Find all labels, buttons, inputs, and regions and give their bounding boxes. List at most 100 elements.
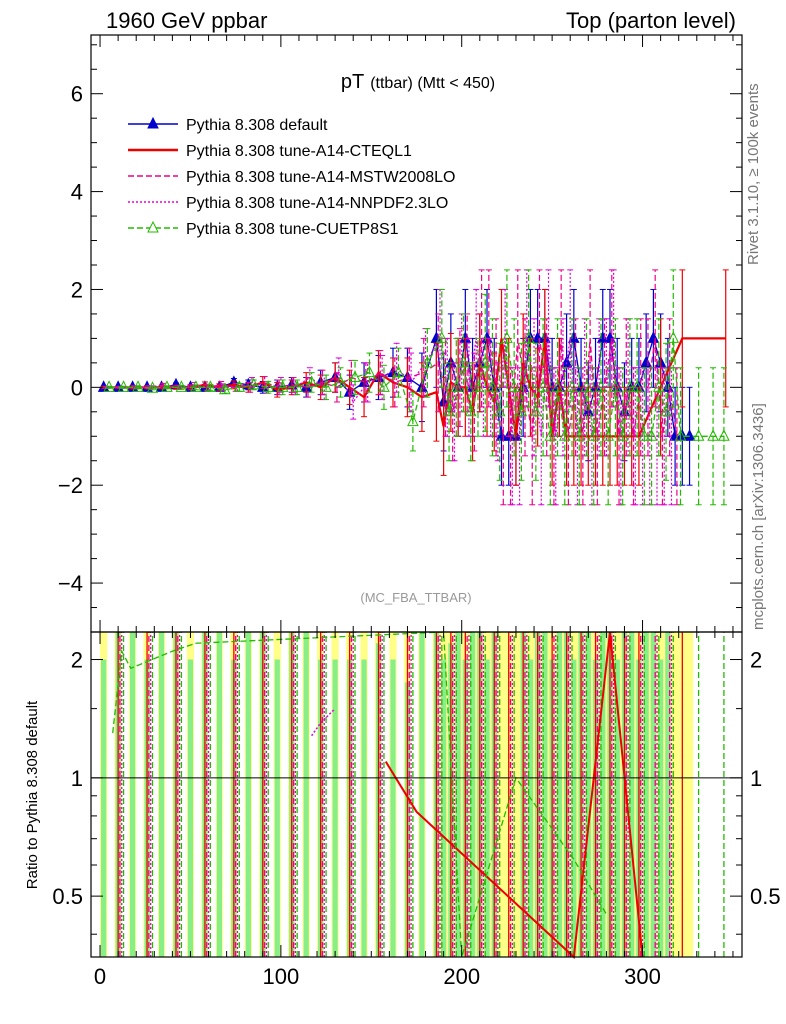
ratio-y-tick-label-right: 2 <box>750 648 762 673</box>
ratio-green-band <box>455 632 461 957</box>
y-tick-label: −2 <box>58 473 83 498</box>
data-point <box>421 355 434 368</box>
ratio-green-band <box>658 659 664 957</box>
data-point <box>146 381 159 393</box>
data-point <box>616 429 629 441</box>
ratio-y-tick-label: 0.5 <box>52 884 83 909</box>
ratio-green-band <box>527 659 534 957</box>
data-point <box>647 331 660 343</box>
ratio-green-band <box>187 659 194 957</box>
data-point <box>631 380 643 392</box>
data-point <box>595 380 607 392</box>
ratio-magenta-line <box>311 708 336 737</box>
data-point <box>530 404 542 417</box>
axes: −4 −2 0 2 4 6 0 100 200 300 0.5 0.5 1 1 2 2 <box>52 34 781 989</box>
data-point <box>436 331 448 343</box>
data-point <box>493 404 506 417</box>
ratio-frame <box>90 631 743 958</box>
data-point <box>247 377 260 390</box>
data-point <box>692 429 705 441</box>
data-point <box>568 331 580 343</box>
ratio-green-band <box>303 632 309 957</box>
data-point <box>609 380 622 392</box>
data-point <box>219 382 231 395</box>
ratio-green-band <box>484 659 490 957</box>
data-point <box>558 429 571 441</box>
ratio-yellow-band <box>685 632 694 957</box>
data-point <box>515 404 528 417</box>
data-point <box>580 380 593 392</box>
series-1 <box>100 269 729 486</box>
ratio-green-band <box>469 632 476 957</box>
data-point <box>262 380 275 392</box>
data-point <box>508 380 520 392</box>
ratio-green-band <box>665 632 671 957</box>
data-point <box>674 429 687 441</box>
header-right: Top (parton level) <box>566 8 736 33</box>
ratio-green-band <box>585 632 591 957</box>
series-line <box>109 336 724 437</box>
data-point <box>334 375 347 387</box>
y-tick-label: 6 <box>71 82 83 107</box>
legend-label: Pythia 8.308 tune-CUETP8S1 <box>186 221 399 238</box>
data-point <box>653 380 665 392</box>
data-point <box>276 380 289 392</box>
data-point <box>443 404 455 417</box>
ratio-green-band <box>419 632 425 957</box>
series-line <box>107 336 672 437</box>
data-point <box>573 429 586 441</box>
ratio-green-band <box>101 659 107 957</box>
ratio-green-band <box>556 632 562 957</box>
chart-title-sub: (ttbar) (Mtt < 450) <box>370 75 495 92</box>
data-point <box>587 429 600 441</box>
data-point <box>486 380 499 392</box>
data-point <box>544 429 557 441</box>
legend-marker <box>147 220 159 233</box>
ratio-green-band <box>600 632 606 957</box>
ratio-y-tick-label: 2 <box>71 648 83 673</box>
legend-label: Pythia 8.308 tune-A14-CTEQL1 <box>186 143 412 160</box>
ratio-green-line <box>112 631 607 958</box>
data-point <box>638 429 651 441</box>
data-point <box>667 331 680 343</box>
data-point <box>161 380 173 392</box>
ratio-green-band <box>129 632 136 957</box>
data-point <box>117 380 130 392</box>
data-point <box>495 429 508 441</box>
data-point <box>624 380 636 392</box>
ratio-green-band <box>245 632 251 957</box>
data-point <box>349 370 361 383</box>
data-point <box>457 355 470 368</box>
legend-label: Pythia 8.308 default <box>186 117 328 134</box>
ratio-series <box>91 631 742 960</box>
data-point <box>291 380 303 392</box>
ratio-ylabel: Ratio to Pythia 8.308 default <box>24 700 41 889</box>
data-point <box>472 380 484 392</box>
ratio-green-band <box>390 659 396 957</box>
ratio-yellow-band <box>497 632 506 957</box>
x-tick-label: 100 <box>263 964 300 989</box>
data-point <box>683 429 696 441</box>
data-point <box>190 380 202 392</box>
ratio-green-band <box>332 659 338 957</box>
data-point <box>204 380 217 392</box>
header-left: 1960 GeV ppbar <box>106 8 268 33</box>
data-point <box>464 404 477 417</box>
ratio-green-band <box>441 659 447 957</box>
chart-title: pT (ttbar) (Mtt < 450) <box>341 71 495 93</box>
ratio-y-tick-label: 1 <box>71 766 83 791</box>
ratio-green-band <box>650 632 657 957</box>
ratio-green-band <box>571 659 577 957</box>
x-tick-label: 200 <box>443 964 480 989</box>
main-series <box>97 269 730 506</box>
y-tick-label: 0 <box>71 375 83 400</box>
data-point <box>645 429 658 441</box>
series-4 <box>103 269 730 506</box>
ratio-green-band <box>643 632 649 957</box>
x-tick-label: 0 <box>94 964 106 989</box>
rivet-label: Rivet 3.1.10, ≥ 100k events <box>745 83 762 265</box>
watermark: (MC_FBA_TTBAR) <box>360 590 471 605</box>
data-point <box>103 380 115 392</box>
y-tick-label: 2 <box>71 277 83 302</box>
data-point <box>640 355 652 368</box>
